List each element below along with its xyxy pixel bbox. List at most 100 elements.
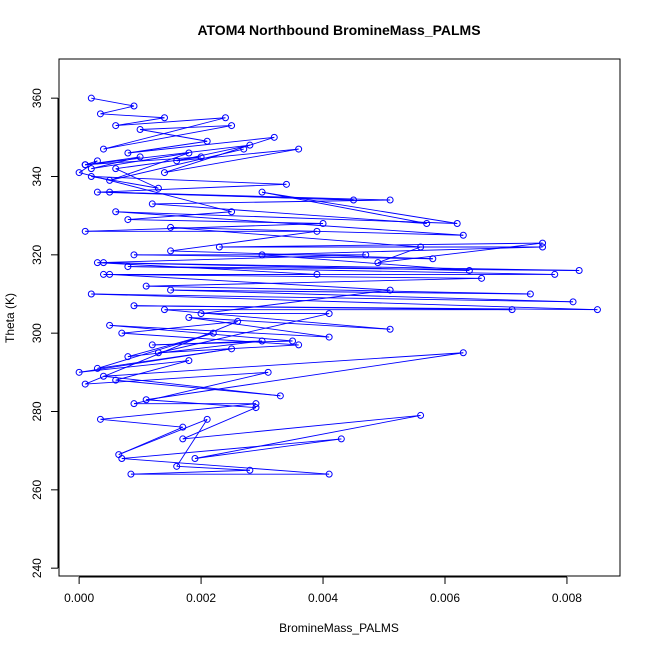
data-point <box>539 239 547 247</box>
data-point <box>112 376 120 384</box>
data-point <box>325 310 333 318</box>
series-segment <box>79 348 232 373</box>
data-point <box>264 368 272 376</box>
data-point <box>87 173 95 180</box>
series-segment <box>85 156 141 166</box>
series-segment <box>85 223 324 232</box>
data-point <box>551 270 559 278</box>
series-segment <box>140 125 232 130</box>
data-point <box>106 176 114 184</box>
data-point <box>93 157 101 165</box>
series-segment <box>109 324 330 338</box>
data-point <box>197 153 205 161</box>
series-segment <box>188 317 391 330</box>
data-point <box>142 396 150 404</box>
data-point <box>258 337 266 345</box>
series-segment <box>100 418 183 428</box>
series-segment <box>121 458 330 475</box>
data-point <box>142 282 150 290</box>
data-point <box>295 145 303 153</box>
series-segment <box>194 438 342 459</box>
chart-title: ATOM4 Northbound BromineMass_PALMS <box>197 22 480 38</box>
data-point <box>136 126 144 133</box>
data-point <box>289 337 297 345</box>
series-segment <box>91 97 135 107</box>
series-segment <box>164 148 299 174</box>
series-segment <box>188 317 330 338</box>
series-segment <box>115 211 464 236</box>
data-point <box>258 188 266 196</box>
data-point <box>96 415 104 423</box>
series-segment <box>170 289 531 295</box>
series-segment <box>158 313 330 354</box>
data-point <box>81 227 89 235</box>
data-point <box>228 122 236 130</box>
data-layer <box>75 94 601 478</box>
x-tick-label: 0.006 <box>430 591 460 605</box>
data-point <box>325 333 333 341</box>
series-segment <box>115 156 202 170</box>
data-point <box>160 169 168 177</box>
series-segment <box>176 465 250 471</box>
x-tick-label: 0.002 <box>186 591 216 605</box>
series-segment <box>121 332 299 346</box>
data-point <box>87 165 95 173</box>
series-segment <box>79 360 189 373</box>
data-point <box>569 298 577 306</box>
series-segment <box>103 273 482 279</box>
series-segment <box>78 160 98 173</box>
data-point <box>258 251 266 259</box>
data-point <box>215 243 223 251</box>
data-point <box>173 462 181 470</box>
data-point <box>197 310 205 318</box>
data-point <box>362 251 370 259</box>
data-point <box>209 329 217 337</box>
series-segment <box>121 438 342 459</box>
data-point <box>173 157 181 165</box>
series-segment <box>170 289 574 303</box>
series-segment <box>79 172 232 213</box>
series-segment <box>109 148 244 181</box>
series-segment <box>176 419 208 467</box>
y-tick-label: 260 <box>30 480 44 500</box>
data-point <box>374 259 382 267</box>
x-tick-label: 0.000 <box>64 591 94 605</box>
series-segment <box>100 403 257 420</box>
data-point <box>154 349 162 357</box>
data-point <box>81 380 89 388</box>
data-point <box>148 200 156 208</box>
data-point <box>124 263 132 271</box>
data-point <box>100 372 108 380</box>
data-point <box>453 220 461 227</box>
data-point <box>593 306 601 314</box>
data-point <box>465 267 473 274</box>
data-point <box>282 180 290 188</box>
series-segment <box>85 371 269 385</box>
data-point <box>115 451 123 459</box>
series-segment <box>91 152 189 170</box>
series-segment <box>109 273 391 291</box>
data-point <box>93 259 101 267</box>
series-segment <box>146 285 531 295</box>
series-segment <box>115 117 165 127</box>
x-tick-label: 0.008 <box>552 591 582 605</box>
plot-frame <box>58 58 621 577</box>
data-point <box>130 302 138 310</box>
data-point <box>234 317 242 325</box>
series-segment <box>164 309 391 330</box>
data-point <box>167 286 175 294</box>
data-point <box>459 349 467 357</box>
y-axis: 240 260 280 300 320 340 360 <box>30 88 59 578</box>
data-point <box>350 196 358 204</box>
series-segment <box>130 469 250 475</box>
series-segment <box>219 242 543 248</box>
series-segment <box>103 375 281 397</box>
data-point <box>124 149 132 157</box>
series-segment <box>115 360 190 381</box>
data-point <box>539 243 547 251</box>
data-point <box>87 290 95 298</box>
series-segment <box>127 211 232 221</box>
data-point <box>246 466 254 474</box>
data-point <box>87 94 95 102</box>
